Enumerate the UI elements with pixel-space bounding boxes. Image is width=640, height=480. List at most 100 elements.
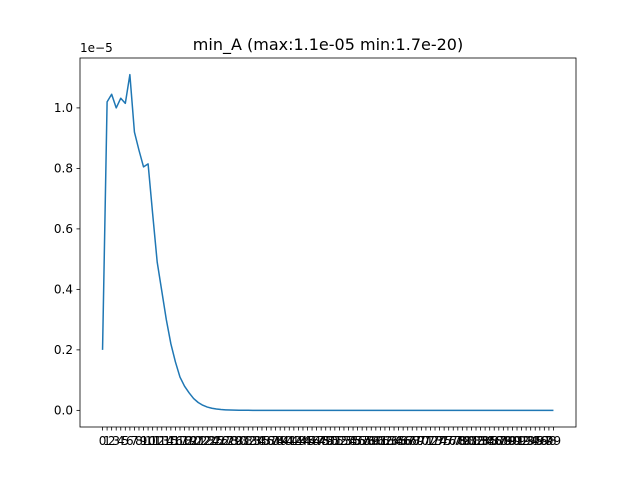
x-tick-label: 97 <box>537 434 552 448</box>
x-tick-label: 2 <box>108 434 116 448</box>
x-tick-label: 39 <box>273 434 288 448</box>
x-tick-label: 61 <box>373 434 388 448</box>
x-tick-label: 51 <box>327 434 342 448</box>
x-tick-label: 32 <box>241 434 256 448</box>
x-tick-label: 15 <box>163 434 178 448</box>
x-tick-label: 19 <box>181 434 196 448</box>
x-tick-label: 58 <box>359 434 374 448</box>
y-axis-ticks: 0.0 0.2 0.4 0.6 0.8 1.0 <box>54 101 80 417</box>
x-tick-label: 37 <box>263 434 278 448</box>
x-tick-label: 75 <box>437 434 452 448</box>
y-tick-label: 0.4 <box>54 282 73 296</box>
x-tick-label: 35 <box>254 434 269 448</box>
plot-area <box>80 58 576 427</box>
x-tick-label: 43 <box>291 434 306 448</box>
x-tick-label: 85 <box>482 434 497 448</box>
x-tick-label: 91 <box>509 434 524 448</box>
x-tick-label: 56 <box>350 434 365 448</box>
x-tick-label: 40 <box>277 434 292 448</box>
x-tick-label: 23 <box>200 434 215 448</box>
data-layer <box>101 73 554 412</box>
x-tick-label: 26 <box>213 434 228 448</box>
x-tick-label: 29 <box>227 434 242 448</box>
x-tick-label: 70 <box>414 434 429 448</box>
x-tick-label: 77 <box>446 434 461 448</box>
x-tick-label: 11 <box>145 434 160 448</box>
x-tick-label: 74 <box>432 434 447 448</box>
x-tick-label: 99 <box>546 434 561 448</box>
x-tick-label: 0 <box>99 434 107 448</box>
y-tick-label: 1.0 <box>54 101 73 115</box>
x-tick-label: 45 <box>300 434 315 448</box>
x-tick-label: 47 <box>309 434 324 448</box>
y-tick-label: 0.2 <box>54 343 73 357</box>
x-tick-label: 63 <box>382 434 397 448</box>
x-tick-label: 18 <box>177 434 192 448</box>
x-tick-label: 57 <box>355 434 370 448</box>
x-tick-label: 36 <box>259 434 274 448</box>
x-tick-label: 4 <box>117 434 125 448</box>
x-tick-label: 34 <box>250 434 265 448</box>
series-line-0 <box>101 73 554 412</box>
x-tick-label: 5 <box>121 434 129 448</box>
x-tick-label: 13 <box>154 434 169 448</box>
x-tick-label: 17 <box>172 434 187 448</box>
x-tick-label: 6 <box>126 434 134 448</box>
x-tick-label: 42 <box>286 434 301 448</box>
x-tick-label: 68 <box>405 434 420 448</box>
x-tick-label: 96 <box>532 434 547 448</box>
x-tick-label: 98 <box>541 434 556 448</box>
y-tick-label: 0.6 <box>54 222 73 236</box>
x-tick-label: 90 <box>505 434 520 448</box>
x-tick-label: 78 <box>450 434 465 448</box>
x-tick-label: 88 <box>496 434 511 448</box>
x-tick-label: 87 <box>491 434 506 448</box>
x-tick-label: 55 <box>345 434 360 448</box>
x-tick-label: 76 <box>441 434 456 448</box>
x-tick-label: 46 <box>304 434 319 448</box>
x-tick-label: 49 <box>318 434 333 448</box>
x-tick-label: 62 <box>377 434 392 448</box>
x-tick-label: 20 <box>186 434 201 448</box>
x-tick-label: 48 <box>314 434 329 448</box>
x-tick-label: 83 <box>473 434 488 448</box>
chart-title: min_A (max:1.1e-05 min:1.7e-20) <box>193 35 463 55</box>
x-tick-label: 44 <box>295 434 310 448</box>
x-tick-label: 1 <box>103 434 111 448</box>
x-tick-label: 59 <box>364 434 379 448</box>
x-tick-label: 9 <box>140 434 148 448</box>
x-tick-label: 33 <box>245 434 260 448</box>
x-tick-label: 24 <box>204 434 219 448</box>
x-tick-label: 86 <box>487 434 502 448</box>
x-tick-label: 21 <box>191 434 206 448</box>
x-tick-label: 8 <box>135 434 143 448</box>
y-tick-label: 0.0 <box>54 403 73 417</box>
x-tick-label: 41 <box>282 434 297 448</box>
x-tick-label: 94 <box>523 434 538 448</box>
x-tick-label: 69 <box>409 434 424 448</box>
x-tick-label: 22 <box>195 434 210 448</box>
x-tick-label: 10 <box>140 434 155 448</box>
x-tick-label: 71 <box>418 434 433 448</box>
axes-frame <box>79 57 577 428</box>
x-tick-label: 92 <box>514 434 529 448</box>
x-tick-label: 95 <box>528 434 543 448</box>
x-tick-label: 79 <box>455 434 470 448</box>
x-tick-label: 66 <box>396 434 411 448</box>
x-tick-label: 16 <box>168 434 183 448</box>
x-tick-label: 81 <box>464 434 479 448</box>
x-tick-label: 73 <box>427 434 442 448</box>
x-tick-label: 72 <box>423 434 438 448</box>
y-tick-label: 0.8 <box>54 161 73 175</box>
x-tick-label: 38 <box>268 434 283 448</box>
x-tick-label: 67 <box>400 434 415 448</box>
x-tick-label: 80 <box>459 434 474 448</box>
x-tick-label: 7 <box>131 434 139 448</box>
x-tick-label: 27 <box>218 434 233 448</box>
x-tick-label: 82 <box>468 434 483 448</box>
x-axis-ticks: 0123456789101112131415161718192021222324… <box>99 427 561 448</box>
x-tick-label: 25 <box>209 434 224 448</box>
y-axis-offset-label: 1e−5 <box>80 41 113 55</box>
